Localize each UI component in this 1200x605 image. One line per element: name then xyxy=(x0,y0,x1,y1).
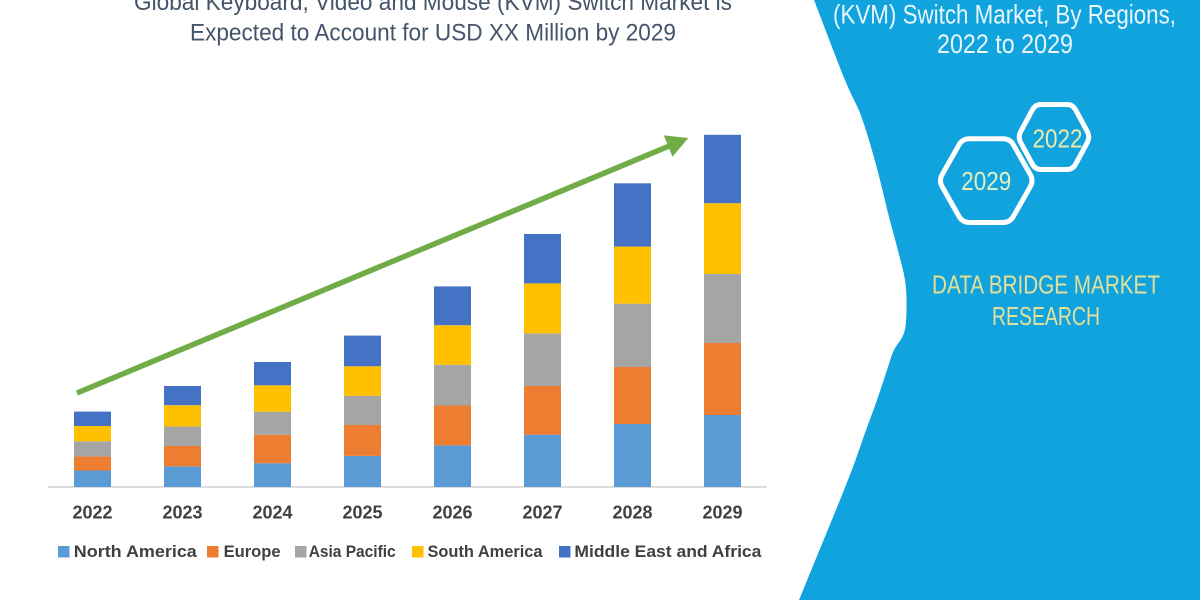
svg-text:2022: 2022 xyxy=(1033,124,1083,154)
svg-text:2024: 2024 xyxy=(252,503,292,523)
svg-text:Europe: Europe xyxy=(224,542,281,561)
svg-text:2023: 2023 xyxy=(162,503,202,523)
svg-text:2022: 2022 xyxy=(72,503,112,523)
svg-text:Expected to Account for USD XX: Expected to Account for USD XX Million b… xyxy=(190,20,676,47)
svg-text:2029: 2029 xyxy=(702,503,742,523)
svg-text:South America: South America xyxy=(428,542,544,561)
svg-text:(KVM) Switch Market, By Region: (KVM) Switch Market, By Regions, xyxy=(833,0,1176,30)
svg-text:2028: 2028 xyxy=(612,503,652,523)
svg-text:Global Keyboard, Video and Mou: Global Keyboard, Video and Mouse (KVM) S… xyxy=(134,0,732,16)
svg-text:Asia Pacific: Asia Pacific xyxy=(309,542,396,561)
svg-text:2029: 2029 xyxy=(961,166,1011,196)
svg-text:2025: 2025 xyxy=(342,503,382,523)
svg-text:2026: 2026 xyxy=(432,503,472,523)
svg-text:Middle East and Africa: Middle East and Africa xyxy=(574,542,762,561)
svg-text:2022 to 2029: 2022 to 2029 xyxy=(937,29,1073,59)
svg-text:RESEARCH: RESEARCH xyxy=(992,301,1100,331)
svg-text:North America: North America xyxy=(74,542,198,561)
svg-text:DATA BRIDGE MARKET: DATA BRIDGE MARKET xyxy=(932,270,1160,300)
svg-text:2027: 2027 xyxy=(522,503,562,523)
